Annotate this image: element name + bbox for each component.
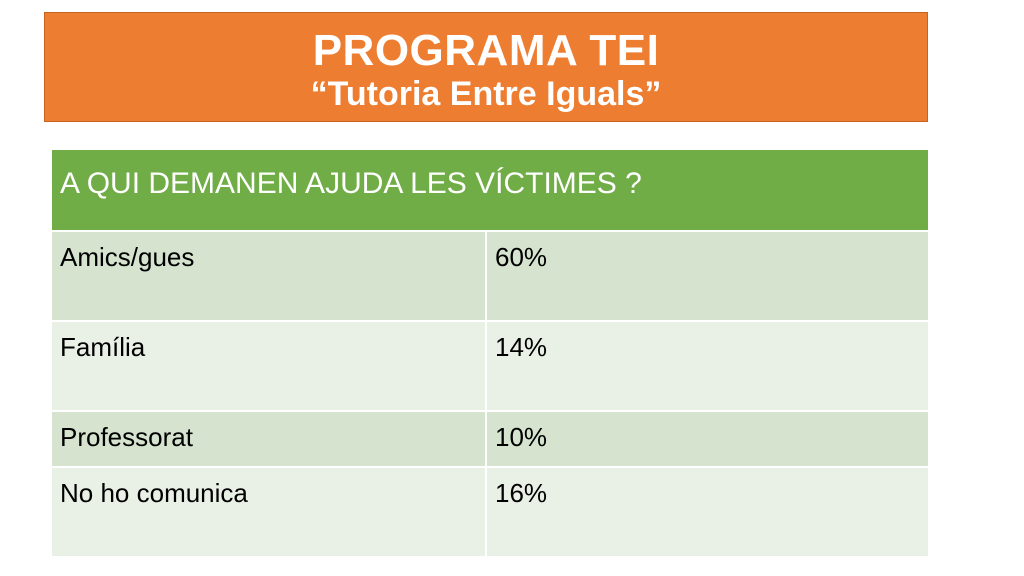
title-banner: PROGRAMA TEI “Tutoria Entre Iguals” (44, 12, 928, 122)
row-label: Amics/gues (52, 232, 487, 320)
data-table: A QUI DEMANEN AJUDA LES VÍCTIMES ? Amics… (52, 150, 928, 556)
row-value: 10% (495, 422, 548, 452)
table-row: Família 14% (52, 320, 928, 410)
row-value: 60% (495, 242, 548, 272)
row-value: 14% (495, 332, 548, 362)
row-label: Professorat (52, 412, 487, 466)
row-value: 16% (495, 478, 548, 508)
table-header: A QUI DEMANEN AJUDA LES VÍCTIMES ? (52, 150, 928, 230)
row-label: Família (52, 322, 487, 410)
table-row: Amics/gues 60% (52, 230, 928, 320)
table-row: Professorat 10% (52, 410, 928, 466)
table-row: No ho comunica 16% (52, 466, 928, 556)
page-title: PROGRAMA TEI (312, 26, 660, 75)
row-label: No ho comunica (52, 468, 487, 556)
page-subtitle: “Tutoria Entre Iguals” (310, 75, 662, 113)
